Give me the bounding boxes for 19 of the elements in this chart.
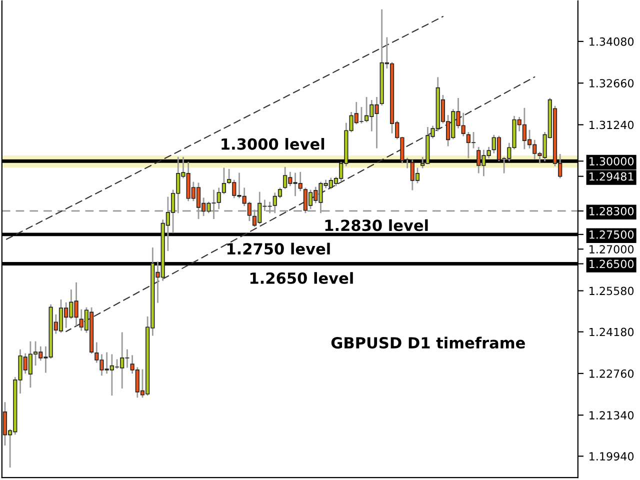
ref-line-label: 1.3000 level bbox=[222, 138, 324, 150]
y-tick-label: 1.27500 bbox=[590, 230, 634, 239]
ref-line-label: 1.2650 level bbox=[250, 272, 353, 284]
y-tick-label: 1.29481 bbox=[590, 172, 634, 181]
y-tick-label: 1.19940 bbox=[590, 452, 634, 461]
annotation: GBPUSD D1 timeframe bbox=[331, 336, 525, 349]
y-tick-label: 1.26500 bbox=[590, 260, 634, 268]
y-tick-label: 1.22760 bbox=[590, 369, 634, 378]
y-tick-label: 1.31240 bbox=[590, 120, 634, 130]
y-tick-label: 1.24180 bbox=[590, 328, 634, 336]
y-tick-label: 1.28300 bbox=[590, 206, 634, 216]
y-tick-label: 1.32660 bbox=[590, 79, 634, 88]
y-tick-label: 1.27000 bbox=[590, 245, 634, 254]
y-tick-label: 1.30000 bbox=[590, 157, 634, 166]
ref-line-label: 1.2750 level bbox=[227, 242, 330, 255]
y-tick-label: 1.21340 bbox=[590, 411, 634, 420]
ref-line-label: 1.2830 level bbox=[325, 219, 428, 232]
y-tick-label: 1.25580 bbox=[590, 286, 634, 296]
y-tick-label: 1.34080 bbox=[590, 37, 634, 46]
